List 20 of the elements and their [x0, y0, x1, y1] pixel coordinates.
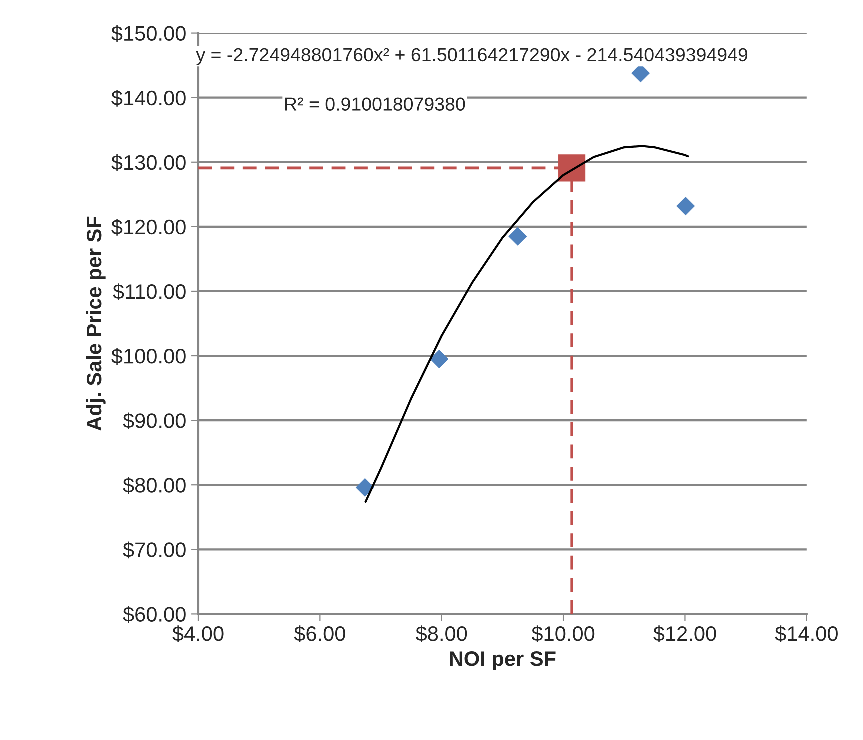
x-tick-label: $12.00	[654, 626, 716, 643]
x-tick-label: $8.00	[416, 626, 468, 643]
y-tick-label: $150.00	[112, 25, 186, 42]
x-tick-label: $6.00	[294, 626, 346, 643]
x-tick-label: $4.00	[172, 626, 224, 643]
x-tick-label: $10.00	[532, 626, 595, 643]
y-tick-label: $130.00	[112, 154, 186, 172]
y-tick-label: $140.00	[112, 90, 186, 107]
x-tick-label: $14.00	[775, 626, 838, 643]
y-tick-label: $100.00	[112, 348, 186, 366]
y-tick-label: $70.00	[123, 542, 186, 559]
y-tick-label: $90.00	[123, 412, 186, 430]
y-tick-label: $80.00	[123, 477, 186, 494]
annotation: y = -2.724948801760x² + 61.501164217290x - 214.540439394949	[196, 48, 748, 66]
y-tick-label: $120.00	[112, 219, 186, 236]
annotation: R² = 0.910018079380	[286, 98, 466, 111]
x-axis-title: NOI per SF	[450, 652, 556, 670]
y-tick-label: $60.00	[123, 606, 186, 624]
y-tick-label: $110.00	[113, 284, 186, 300]
y-axis-title: Adj. Sale Price per SF	[86, 216, 106, 431]
